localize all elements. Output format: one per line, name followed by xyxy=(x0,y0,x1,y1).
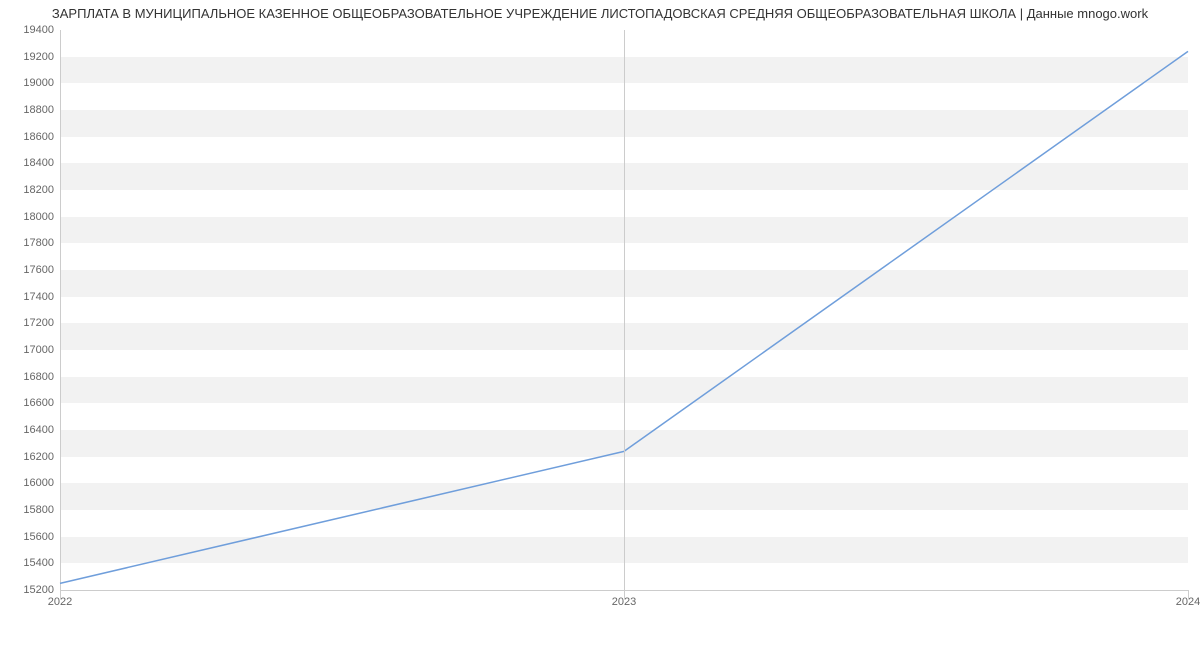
x-tick-mark xyxy=(1188,590,1189,599)
chart-container: ЗАРПЛАТА В МУНИЦИПАЛЬНОЕ КАЗЕННОЕ ОБЩЕОБ… xyxy=(0,0,1200,650)
y-tick-label: 17800 xyxy=(23,237,54,249)
y-tick-label: 18200 xyxy=(23,184,54,196)
x-divider xyxy=(624,30,625,590)
y-tick-label: 18000 xyxy=(23,211,54,223)
y-tick-label: 15600 xyxy=(23,531,54,543)
x-tick-mark xyxy=(624,590,625,599)
y-tick-label: 15400 xyxy=(23,557,54,569)
y-tick-label: 15800 xyxy=(23,504,54,516)
y-tick-label: 17400 xyxy=(23,291,54,303)
y-tick-label: 19000 xyxy=(23,77,54,89)
y-tick-label: 18400 xyxy=(23,157,54,169)
y-tick-label: 18600 xyxy=(23,131,54,143)
y-tick-label: 19200 xyxy=(23,51,54,63)
x-tick-mark xyxy=(60,590,61,599)
plot-area: 1520015400156001580016000162001640016600… xyxy=(60,30,1188,590)
y-tick-label: 17000 xyxy=(23,344,54,356)
y-tick-label: 18800 xyxy=(23,104,54,116)
y-tick-label: 15200 xyxy=(23,584,54,596)
y-tick-label: 16600 xyxy=(23,397,54,409)
y-tick-label: 17200 xyxy=(23,317,54,329)
chart-title: ЗАРПЛАТА В МУНИЦИПАЛЬНОЕ КАЗЕННОЕ ОБЩЕОБ… xyxy=(0,6,1200,21)
y-tick-label: 16200 xyxy=(23,451,54,463)
y-tick-label: 17600 xyxy=(23,264,54,276)
y-tick-label: 19400 xyxy=(23,24,54,36)
y-tick-label: 16400 xyxy=(23,424,54,436)
y-tick-label: 16000 xyxy=(23,477,54,489)
y-tick-label: 16800 xyxy=(23,371,54,383)
